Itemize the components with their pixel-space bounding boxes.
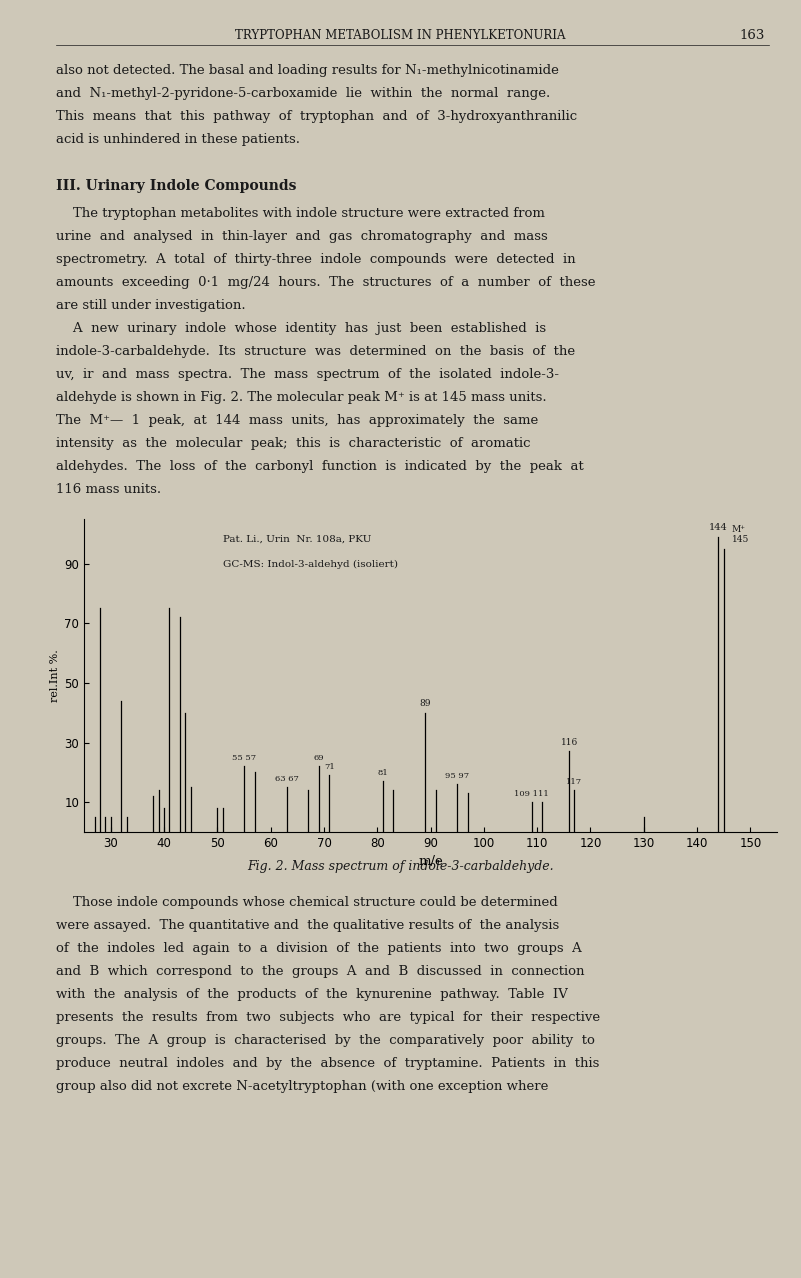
Text: acid is unhindered in these patients.: acid is unhindered in these patients.: [56, 133, 300, 146]
Text: group also did not excrete N-acetyltryptophan (with one exception where: group also did not excrete N-acetyltrypt…: [56, 1080, 549, 1093]
Text: 116: 116: [561, 737, 578, 746]
Text: 144: 144: [709, 523, 728, 532]
Text: presents  the  results  from  two  subjects  who  are  typical  for  their  resp: presents the results from two subjects w…: [56, 1011, 600, 1024]
Text: with  the  analysis  of  the  products  of  the  kynurenine  pathway.  Table  IV: with the analysis of the products of the…: [56, 988, 568, 1001]
Text: Pat. Li., Urin  Nr. 108a, PKU: Pat. Li., Urin Nr. 108a, PKU: [223, 534, 371, 543]
Text: 116 mass units.: 116 mass units.: [56, 483, 161, 496]
Text: 81: 81: [377, 769, 388, 777]
Text: GC-MS: Indol-3-aldehyd (isoliert): GC-MS: Indol-3-aldehyd (isoliert): [223, 560, 397, 569]
Text: 89: 89: [420, 699, 431, 708]
Text: groups.  The  A  group  is  characterised  by  the  comparatively  poor  ability: groups. The A group is characterised by …: [56, 1034, 595, 1047]
Text: 55 57: 55 57: [232, 754, 256, 762]
Text: indole-3-carbaldehyde.  Its  structure  was  determined  on  the  basis  of  the: indole-3-carbaldehyde. Its structure was…: [56, 345, 575, 358]
Text: intensity  as  the  molecular  peak;  this  is  characteristic  of  aromatic: intensity as the molecular peak; this is…: [56, 437, 530, 450]
Text: and  B  which  correspond  to  the  groups  A  and  B  discussed  in  connection: and B which correspond to the groups A a…: [56, 965, 585, 978]
Text: 117: 117: [566, 778, 582, 786]
Text: 69: 69: [313, 754, 324, 762]
Text: 95 97: 95 97: [445, 772, 469, 780]
Text: TRYPTOPHAN METABOLISM IN PHENYLKETONURIA: TRYPTOPHAN METABOLISM IN PHENYLKETONURIA: [235, 29, 566, 42]
Text: produce  neutral  indoles  and  by  the  absence  of  tryptamine.  Patients  in : produce neutral indoles and by the absen…: [56, 1057, 599, 1070]
Text: M⁺
145: M⁺ 145: [731, 525, 749, 544]
Text: of  the  indoles  led  again  to  a  division  of  the  patients  into  two  gro: of the indoles led again to a division o…: [56, 942, 582, 955]
Text: Fig. 2. Mass spectrum of indole-3-carbaldehyde.: Fig. 2. Mass spectrum of indole-3-carbal…: [248, 860, 553, 873]
Text: also not detected. The basal and loading results for N₁-methylnicotinamide: also not detected. The basal and loading…: [56, 64, 559, 77]
Text: aldehydes.  The  loss  of  the  carbonyl  function  is  indicated  by  the  peak: aldehydes. The loss of the carbonyl func…: [56, 460, 584, 473]
Text: 109 111: 109 111: [514, 790, 549, 797]
X-axis label: m/e: m/e: [418, 855, 443, 868]
Text: spectrometry.  A  total  of  thirty-three  indole  compounds  were  detected  in: spectrometry. A total of thirty-three in…: [56, 253, 576, 266]
Text: III. Urinary Indole Compounds: III. Urinary Indole Compounds: [56, 179, 296, 193]
Text: 63 67: 63 67: [275, 774, 299, 782]
Text: The tryptophan metabolites with indole structure were extracted from: The tryptophan metabolites with indole s…: [56, 207, 545, 220]
Text: uv,  ir  and  mass  spectra.  The  mass  spectrum  of  the  isolated  indole-3-: uv, ir and mass spectra. The mass spectr…: [56, 368, 559, 381]
Text: aldehyde is shown in Fig. 2. The molecular peak M⁺ is at 145 mass units.: aldehyde is shown in Fig. 2. The molecul…: [56, 391, 547, 404]
Text: 163: 163: [739, 29, 765, 42]
Text: A  new  urinary  indole  whose  identity  has  just  been  established  is: A new urinary indole whose identity has …: [56, 322, 546, 335]
Text: The  M⁺—  1  peak,  at  144  mass  units,  has  approximately  the  same: The M⁺— 1 peak, at 144 mass units, has a…: [56, 414, 538, 427]
Text: amounts  exceeding  0·1  mg/24  hours.  The  structures  of  a  number  of  thes: amounts exceeding 0·1 mg/24 hours. The s…: [56, 276, 596, 289]
Text: 71: 71: [324, 763, 335, 771]
Text: Those indole compounds whose chemical structure could be determined: Those indole compounds whose chemical st…: [56, 896, 557, 909]
Text: and  N₁-methyl-2-pyridone-5-carboxamide  lie  within  the  normal  range.: and N₁-methyl-2-pyridone-5-carboxamide l…: [56, 87, 550, 100]
Y-axis label: rel.Int %.: rel.Int %.: [50, 649, 60, 702]
Text: This  means  that  this  pathway  of  tryptophan  and  of  3-hydroxyanthranilic: This means that this pathway of tryptoph…: [56, 110, 578, 123]
Text: are still under investigation.: are still under investigation.: [56, 299, 246, 312]
Text: were assayed.  The quantitative and  the qualitative results of  the analysis: were assayed. The quantitative and the q…: [56, 919, 559, 932]
Text: urine  and  analysed  in  thin-layer  and  gas  chromatography  and  mass: urine and analysed in thin-layer and gas…: [56, 230, 548, 243]
